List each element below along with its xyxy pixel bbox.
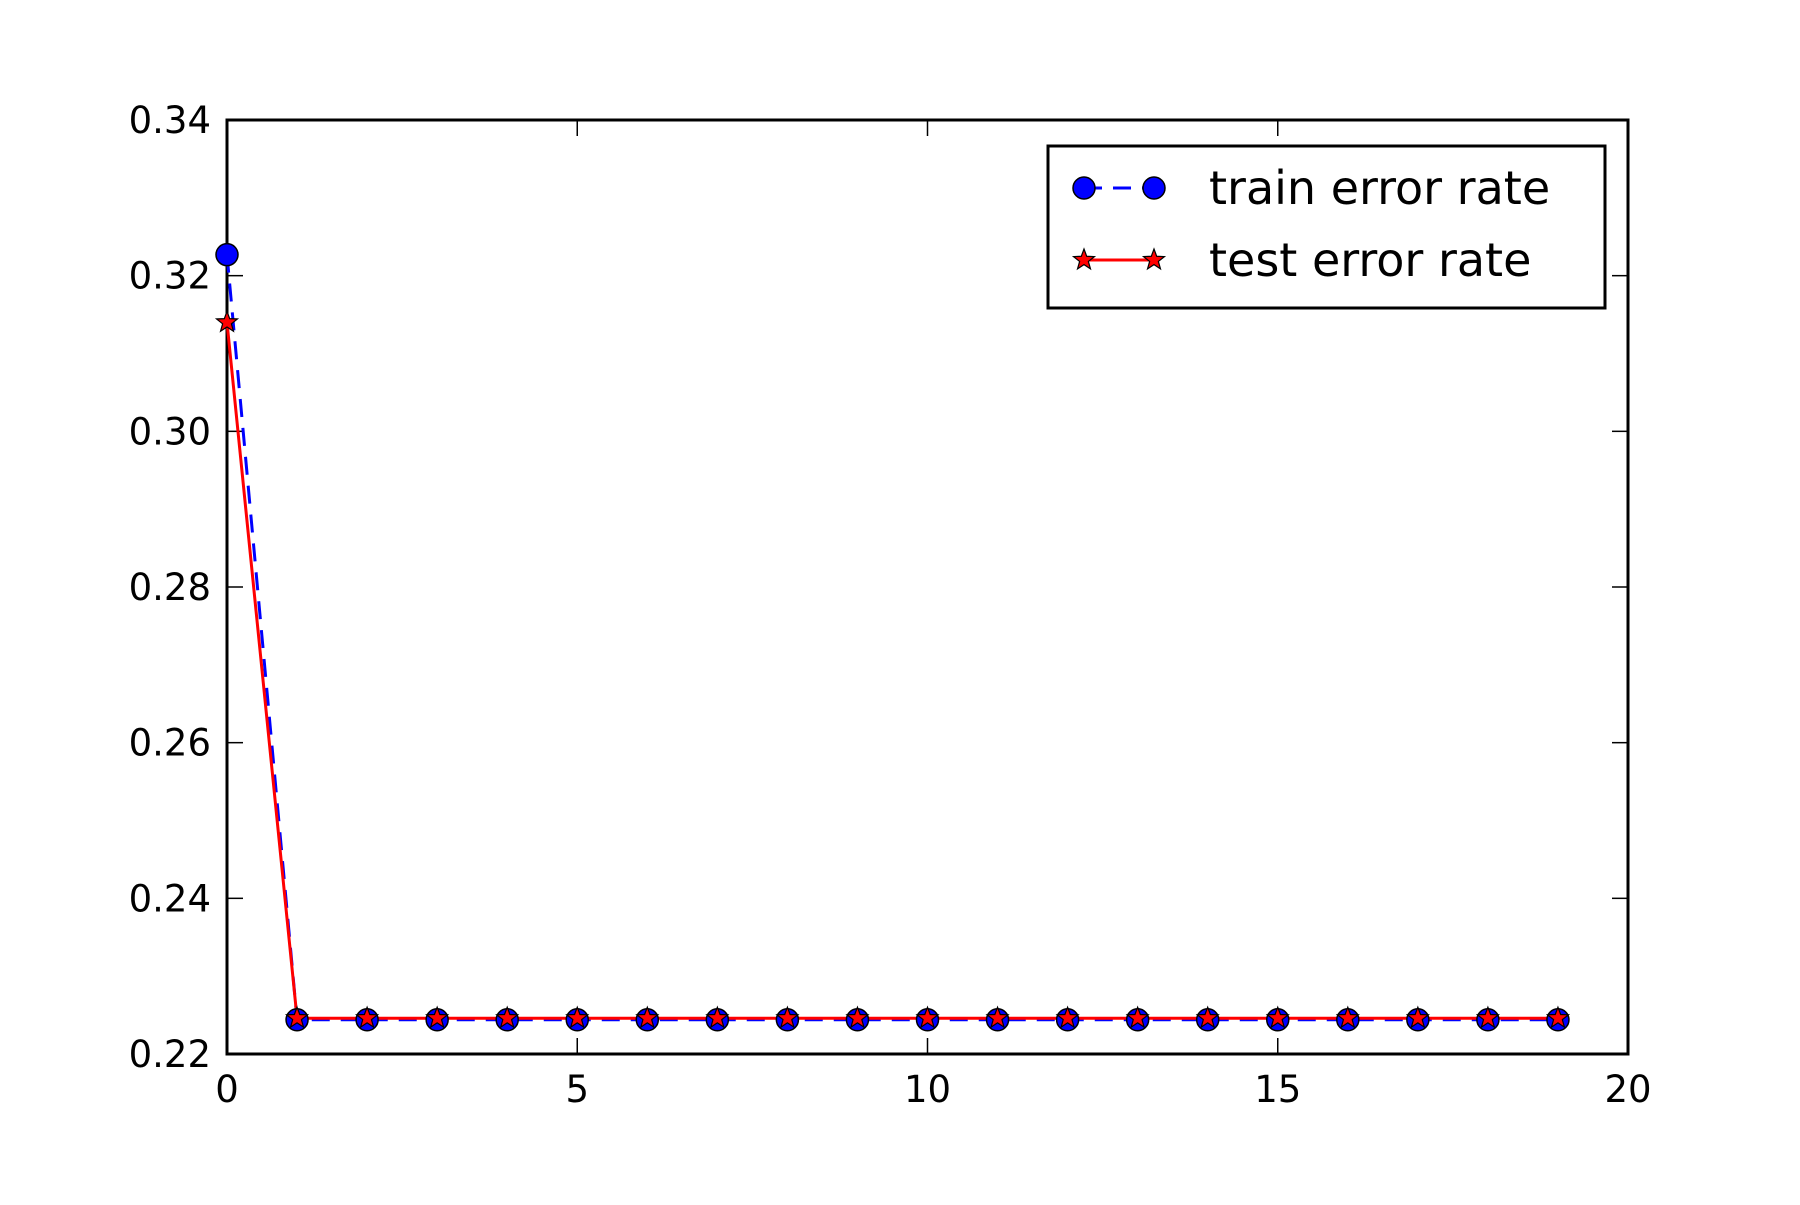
test-point bbox=[495, 1005, 520, 1029]
test-point bbox=[1265, 1005, 1290, 1029]
x-tick-label: 20 bbox=[1604, 1068, 1651, 1111]
test-point bbox=[284, 1005, 310, 1029]
legend-marker-test bbox=[1141, 247, 1167, 271]
test-point bbox=[1475, 1005, 1501, 1029]
test-point bbox=[705, 1005, 730, 1029]
y-tick-label: 0.26 bbox=[129, 722, 211, 765]
x-tick-label: 10 bbox=[904, 1068, 951, 1111]
test-point bbox=[1545, 1005, 1571, 1029]
test-point bbox=[1335, 1005, 1360, 1029]
plot-area: 0 5 10 15 20 0.22 0.24 0.26 0.28 0.30 0.32 0.34 trai… bbox=[129, 99, 1652, 1111]
test-point bbox=[1195, 1005, 1220, 1029]
test-point bbox=[425, 1005, 450, 1029]
test-point bbox=[214, 309, 240, 333]
train-point bbox=[215, 242, 239, 267]
test-point bbox=[1405, 1005, 1430, 1029]
legend-marker-test bbox=[1071, 247, 1097, 271]
y-tick-label: 0.34 bbox=[129, 99, 211, 142]
test-point bbox=[985, 1005, 1010, 1029]
legend-label-train: train error rate bbox=[1209, 161, 1550, 215]
test-point bbox=[1125, 1005, 1150, 1029]
test-point bbox=[845, 1005, 870, 1029]
x-tick-label: 15 bbox=[1254, 1068, 1301, 1111]
y-tick-label: 0.30 bbox=[129, 410, 211, 453]
test-point bbox=[915, 1005, 940, 1029]
x-tick-label: 5 bbox=[565, 1068, 589, 1111]
x-tick-label: 0 bbox=[215, 1068, 239, 1111]
y-tick-label: 0.24 bbox=[129, 877, 211, 920]
legend-marker-train bbox=[1142, 176, 1166, 200]
test-point bbox=[635, 1005, 660, 1029]
series-line-test bbox=[225, 322, 1558, 1020]
test-point bbox=[775, 1005, 800, 1029]
y-tick-label: 0.32 bbox=[129, 255, 211, 298]
plot-content bbox=[214, 242, 1571, 1032]
test-point bbox=[1055, 1005, 1080, 1029]
test-point bbox=[354, 1005, 380, 1029]
legend-box bbox=[1046, 144, 1607, 310]
y-tick-label: 0.28 bbox=[129, 566, 211, 609]
legend-label-test: test error rate bbox=[1209, 233, 1531, 287]
y-tick-label: 0.22 bbox=[129, 1033, 211, 1076]
legend-marker-train bbox=[1072, 176, 1096, 200]
test-point bbox=[565, 1005, 590, 1029]
